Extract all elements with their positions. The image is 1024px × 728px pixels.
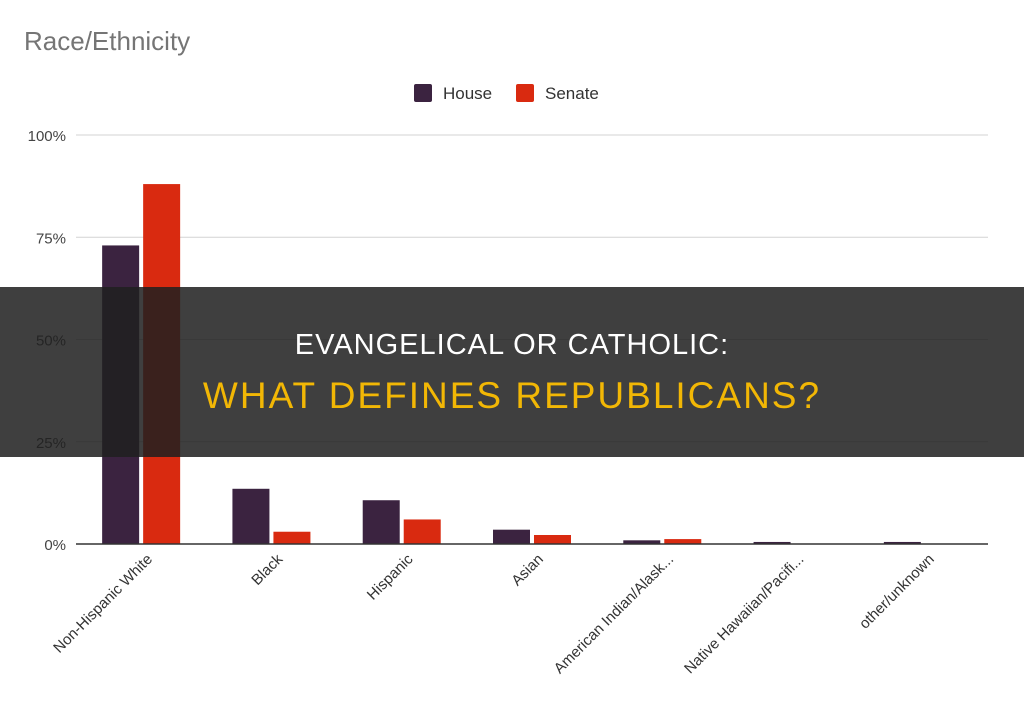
bar-house [623,540,661,544]
title-banner: Evangelical or Catholic: What Defines Re… [0,287,1024,457]
bar-house [493,529,530,544]
x-tick-label: Black [248,550,286,588]
y-tick-label: 75% [36,230,66,247]
x-tick-label: Non-Hispanic White [50,551,156,657]
x-tick-label: Asian [508,551,547,590]
y-tick-label: 100% [28,128,66,145]
x-tick-label: Native Hawaiian/Pacifi... [681,551,807,677]
x-tick-label: other/unknown [856,551,938,633]
x-tick-label: Hispanic [364,550,417,603]
banner-subheadline: What Defines Republicans? [202,375,822,416]
banner-headline: Evangelical or Catholic: [294,329,730,361]
bar-house [883,541,921,544]
bar-house [753,541,791,544]
bar-senate [664,539,702,544]
x-tick-label: American Indian/Alask... [551,551,677,677]
legend-swatch-senate [516,84,534,102]
bar-senate [534,535,571,544]
bar-senate [273,531,311,544]
legend-swatch-house [414,84,432,102]
chart-title: Race/Ethnicity [24,26,191,56]
legend-label-house: House [443,84,492,103]
bar-house [362,500,400,544]
bar-house [232,488,270,544]
bar-senate [403,519,441,544]
y-tick-label: 0% [44,537,66,554]
legend-label-senate: Senate [545,84,599,103]
